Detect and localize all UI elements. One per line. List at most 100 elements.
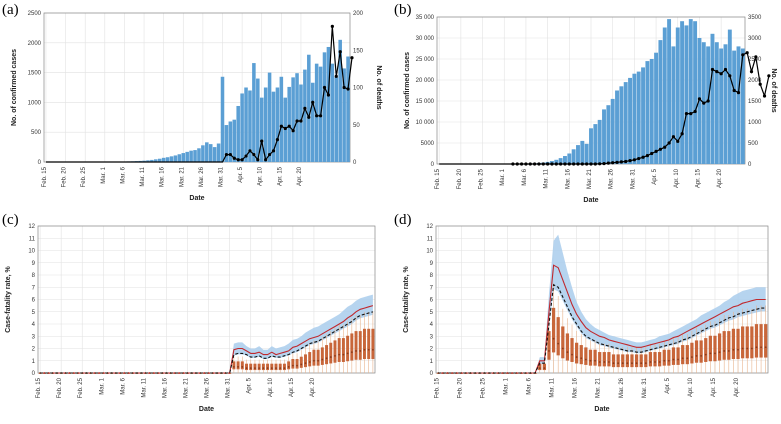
box [543, 364, 546, 370]
x-tick-label: Feb. 20 [457, 377, 463, 398]
panel-d-label: (d) [394, 212, 412, 229]
y-tick-label: 9 [430, 261, 434, 267]
y-tick-label: 4 [430, 322, 434, 328]
box-median [330, 356, 332, 358]
box-median [571, 354, 573, 356]
deaths-point [260, 140, 263, 143]
bar [323, 52, 327, 162]
box-median [650, 361, 652, 363]
box-median [372, 349, 374, 351]
box-median [709, 353, 711, 355]
bar [598, 120, 602, 164]
box-median [737, 349, 739, 351]
deaths-point [524, 162, 527, 165]
x-tick-label: Feb. 15 [434, 377, 440, 398]
deaths-point [307, 116, 310, 119]
x-tick-label: Apr. 5 [665, 377, 671, 393]
box-median [700, 355, 702, 357]
y2-tick-label: 100 [353, 86, 364, 92]
x-tick-label: Mar. 11 [141, 377, 147, 397]
x-tick-label: Mar. 21 [179, 166, 185, 187]
box [723, 331, 726, 360]
box-median [696, 355, 698, 357]
x-tick-label: Apr. 20 [297, 166, 303, 186]
deaths-point [288, 125, 291, 128]
box [296, 359, 299, 369]
box-median [659, 361, 661, 363]
bar [645, 61, 649, 164]
bar [185, 152, 189, 162]
deaths-point [650, 152, 653, 155]
deaths-point [694, 110, 697, 113]
y-tick-label: 10 [426, 249, 433, 255]
box [334, 340, 337, 362]
deaths-point [707, 99, 710, 102]
bar [724, 44, 728, 164]
box [283, 364, 286, 370]
x-tick-label: Mar. 6 [527, 377, 533, 394]
deaths-point [585, 162, 588, 165]
x-tick-label: Apr. 10 [688, 377, 694, 397]
deaths-point [711, 68, 714, 71]
bar [580, 141, 584, 164]
box-median [305, 362, 307, 364]
box [649, 352, 652, 366]
box [676, 347, 679, 365]
y-tick-label: 0 [32, 371, 36, 377]
bar [217, 144, 221, 162]
box [253, 364, 256, 370]
y-tick-label: 5000 [421, 141, 435, 147]
box [557, 317, 560, 355]
box-median [599, 361, 601, 363]
x-axis-label: Date [199, 406, 214, 413]
x-tick-label: Mar. 16 [573, 377, 579, 398]
box-median [233, 366, 235, 368]
bar [684, 25, 688, 164]
box-median [279, 367, 281, 369]
y2-tick-label: 150 [353, 48, 364, 54]
box-median [326, 357, 328, 359]
y-tick-label: 12 [426, 224, 433, 230]
y-tick-label: 2000 [28, 41, 42, 47]
y-axis-label: No. of confirmed cases [11, 49, 18, 126]
deaths-point [248, 149, 251, 152]
bar [737, 46, 741, 164]
box [249, 364, 252, 370]
box-median [613, 362, 615, 364]
deaths-point [225, 153, 228, 156]
y-tick-label: 2 [430, 347, 434, 353]
x-tick-label: Apr. 5 [247, 377, 253, 393]
box [718, 333, 721, 360]
deaths-point [303, 107, 306, 110]
deaths-point [315, 114, 318, 117]
box-median [539, 367, 541, 369]
bar [197, 148, 201, 162]
box [287, 361, 290, 369]
bar [641, 67, 645, 164]
box [355, 331, 358, 360]
box-median [756, 346, 758, 348]
deaths-point [284, 127, 287, 130]
x-tick-label: Mar. 11 [544, 168, 550, 188]
x-tick-label: Mar. 1 [101, 166, 107, 183]
deaths-point [343, 86, 346, 89]
uncertainty-band [438, 235, 765, 373]
box-median [241, 366, 243, 368]
deaths-point [244, 154, 247, 157]
y-tick-label: 8 [32, 273, 36, 279]
box-median [250, 367, 252, 369]
box [658, 352, 661, 366]
deaths-point [568, 162, 571, 165]
deaths-point [746, 51, 749, 54]
deaths-point [720, 72, 723, 75]
bar [170, 156, 174, 162]
box [755, 324, 758, 357]
box [308, 352, 311, 366]
box [241, 361, 244, 369]
box-median [691, 356, 693, 358]
y-tick-label: 4 [32, 322, 36, 328]
y-tick-label: 25 000 [416, 57, 435, 63]
box [300, 357, 303, 368]
